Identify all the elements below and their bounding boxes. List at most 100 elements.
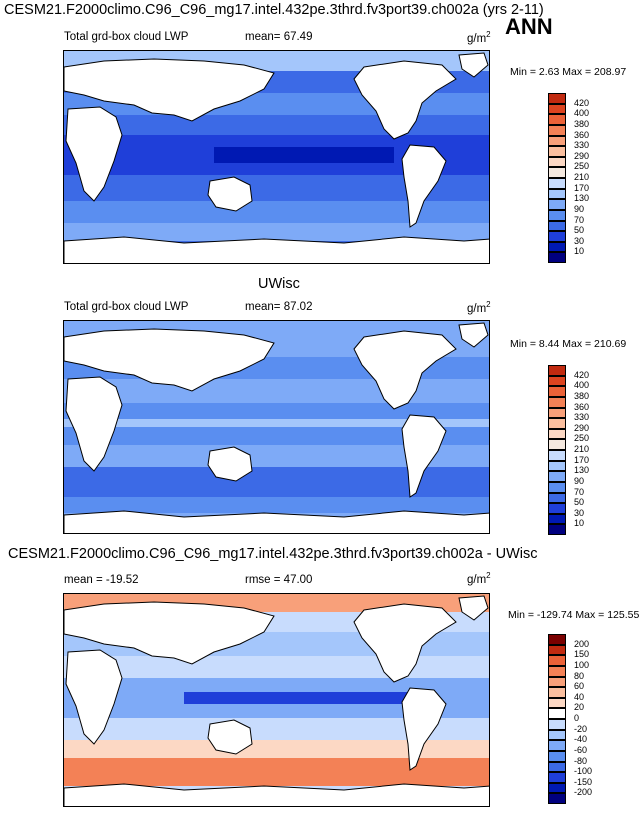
panel2-min-max: Min = 8.44 Max = 210.69 [510,338,627,350]
colorbar-swatch [548,719,566,730]
continents [64,322,489,533]
africa [65,376,123,472]
australia [207,719,253,755]
colorbar-swatch [548,241,566,253]
colorbar-tick-label: 360 [574,129,590,140]
panel2-colorbar: 10 30 50 70 90 130 170 210 250 290 330 360 380 400 420 [548,365,618,535]
colorbar-swatch [548,460,566,472]
eurasia [64,328,275,392]
greenland [458,322,489,348]
panel3-min-max: Min = -129.74 Max = 125.55 [508,609,640,621]
colorbar-swatch [548,407,566,419]
colorbar-swatch [548,365,566,376]
colorbar-tick-label: 20 [574,702,585,713]
panel1-mean-label: mean= [245,31,281,43]
colorbar-tick-label: 420 [574,369,590,380]
colorbar-swatch [548,708,566,719]
panel1-units: g/m2 [467,30,491,45]
north-america [353,330,457,410]
colorbar-tick-label: 380 [574,390,590,401]
colorbar-swatch [548,386,566,397]
equatorial-core [184,692,424,704]
colorbar-swatch [548,655,566,666]
colorbar-swatch [548,439,566,450]
panel3-rmse: rmse = 47.00 [245,574,312,586]
colorbar-swatch [548,761,566,773]
colorbar-swatch [548,729,566,741]
colorbar-tick-label: 10 [574,518,585,529]
colorbar-swatch [548,772,566,783]
panel2-mean-label: mean= [245,301,281,313]
panel1-map-svg [64,51,489,263]
colorbar-swatch [548,178,566,189]
colorbar-tick-label: 70 [574,214,585,225]
colorbar-tick-label: 210 [574,444,590,454]
south-america [401,144,447,228]
colorbar-tick-label: 330 [574,412,590,423]
colorbar-swatch [548,740,566,751]
panel1-variable-title: Total grd-box cloud LWP [64,31,189,43]
colorbar-tick-label: 30 [574,507,585,518]
north-america [353,60,457,140]
colorbar-tick-label: -20 [574,723,588,734]
colorbar-swatch [548,471,566,482]
colorbar-tick-label: 200 [574,638,590,649]
panel3-mean-value: -19.52 [105,574,139,586]
colorbar-swatch [548,396,566,408]
colorbar-tick-label: 90 [574,203,585,214]
southern-band [64,497,489,513]
greenland [458,595,489,621]
colorbar-tick-label: 80 [574,670,585,681]
panel3-units: g/m2 [467,571,491,586]
colorbar-swatch [548,220,566,232]
panel1-colorbar: 10 30 50 70 90 130 170 210 250 290 330 360 380 400 420 [548,93,618,263]
colorbar-tick-label: 30 [574,235,585,246]
panel2-variable-title: Total grd-box cloud LWP [64,301,189,313]
south-america [401,414,447,498]
colorbar-swatch [548,93,566,104]
colorbar-swatch [548,793,566,804]
units-base: g/m [467,573,487,586]
colorbar-swatch [548,252,566,263]
panel2-units: g/m2 [467,300,491,315]
australia [207,446,253,482]
colorbar-swatch [548,644,566,656]
colorbar-tick-label: 50 [574,225,585,236]
colorbar-swatch [548,676,566,688]
colorbar-tick-label: 210 [574,172,590,182]
equatorial-core [214,147,394,163]
colorbar-swatch [548,188,566,200]
colorbar-swatch [548,524,566,535]
panel2-map [63,320,490,534]
colorbar-swatch [548,146,566,157]
panel2-mean-value: 87.02 [283,301,313,313]
colorbar-tick-label: -60 [574,744,588,755]
mid-lat-band-south [64,201,489,223]
colorbar-tick-label: 100 [574,659,590,670]
units-base: g/m [467,32,487,45]
diff-title: CESM21.F2000climo.C96_C96_mg17.intel.432… [8,546,538,562]
colorbar-swatch [548,687,566,698]
colorbar-swatch [548,428,566,440]
southern-band [64,758,489,786]
colorbar-tick-label: 0 [574,713,580,723]
itcz-band [64,419,489,427]
africa [65,649,123,745]
colorbar-swatch [548,782,566,794]
colorbar-tick-label: 40 [574,691,585,702]
obs-title: UWisc [258,276,300,292]
colorbar-tick-label: 250 [574,161,590,172]
colorbar-tick-label: 50 [574,497,585,508]
colorbar-swatch [548,124,566,136]
colorbar-swatch [548,513,566,525]
antarctica [64,510,489,533]
continents [64,52,489,263]
south-america [401,687,447,771]
colorbar-swatch [548,418,566,429]
eurasia [64,58,275,122]
panel2-map-svg [64,321,489,533]
panel3-map [63,593,490,807]
colorbar-tick-label: 290 [574,150,590,161]
panel3-map-svg [64,594,489,806]
units-exp: 2 [486,300,491,309]
